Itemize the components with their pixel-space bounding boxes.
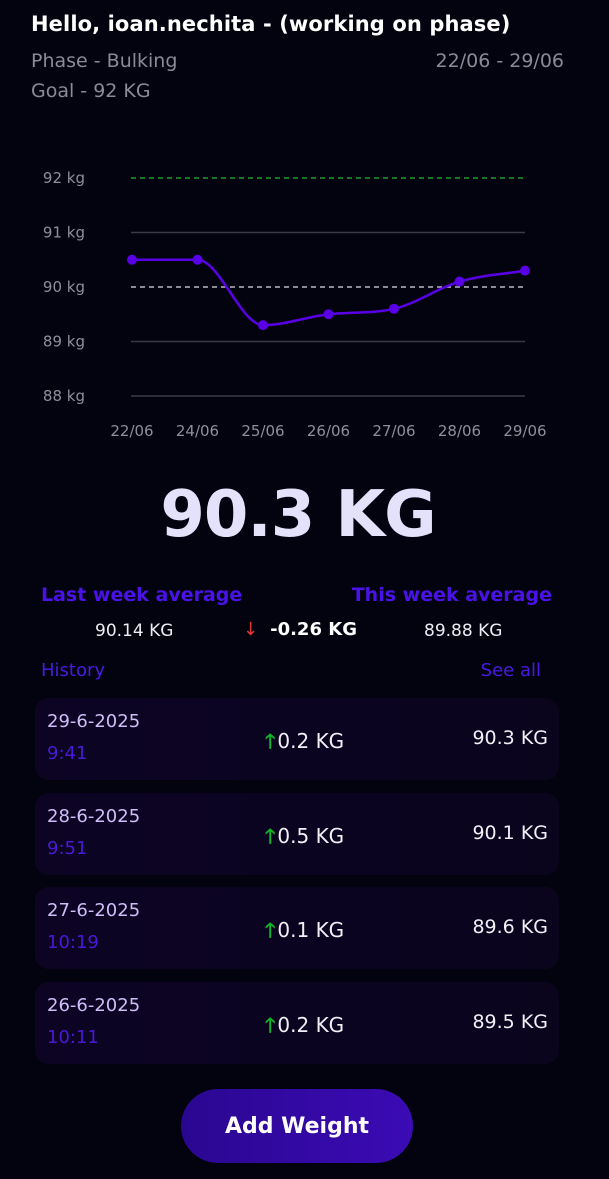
y-tick-label: 88 kg: [43, 387, 85, 405]
weight-chart: 92 kg 91 kg 90 kg 89 kg 88 kg 22/06 24/06 25/06…: [43, 169, 547, 440]
greeting: Hello, ioan.nechita - (working on phase): [31, 12, 511, 36]
data-point: [389, 303, 399, 314]
data-point: [192, 254, 203, 265]
entry-date: 28-6-2025: [47, 806, 141, 827]
entry-weight: 90.1 KG: [472, 822, 548, 844]
entry-change-value: 0.2 KG: [277, 729, 345, 753]
arrow-up-icon: 🡑: [265, 1013, 276, 1037]
arrow-down-icon: ↓: [243, 619, 259, 640]
this-week-average-value: 89.88 KG: [424, 621, 503, 641]
data-point: [520, 265, 530, 276]
add-weight-button[interactable]: Add Weight: [181, 1089, 413, 1163]
x-tick-label: 22/06: [110, 422, 153, 440]
y-tick-label: 92 kg: [43, 169, 85, 187]
entry-time: 10:11: [47, 1027, 99, 1048]
this-week-average-label: This week average: [351, 584, 552, 606]
arrow-up-icon: 🡑: [265, 824, 276, 848]
x-tick-label: 26/06: [307, 422, 350, 440]
average-difference-value: -0.26 KG: [270, 619, 357, 640]
data-point: [454, 276, 465, 287]
last-week-average-value: 90.14 KG: [95, 621, 174, 641]
entry-change-value: 0.2 KG: [277, 1013, 345, 1037]
entry-date: 27-6-2025: [47, 900, 141, 921]
y-tick-label: 90 kg: [43, 278, 85, 296]
data-point: [323, 309, 334, 320]
history-entry[interactable]: 28-6-2025 9:51 🡑 0.5 KG 90.1 KG: [35, 793, 559, 875]
entry-time: 9:41: [47, 743, 88, 764]
entry-change-value: 0.5 KG: [277, 824, 345, 848]
goal-label: Goal - 92 KG: [31, 80, 151, 102]
see-all-link[interactable]: See all: [480, 660, 541, 681]
current-weight: 90.3 KG: [160, 478, 436, 552]
entry-weight: 89.5 KG: [472, 1011, 548, 1033]
y-tick-label: 91 kg: [43, 224, 85, 242]
history-entry[interactable]: 29-6-2025 9:41 🡑 0.2 KG 90.3 KG: [35, 698, 559, 780]
arrow-up-icon: 🡑: [265, 918, 276, 942]
x-tick-label: 25/06: [241, 422, 284, 440]
arrow-up-icon: 🡑: [265, 729, 276, 753]
entry-date: 26-6-2025: [47, 995, 141, 1016]
last-week-average-label: Last week average: [41, 584, 243, 606]
data-point: [127, 254, 137, 265]
history-entry[interactable]: 27-6-2025 10:19 🡑 0.1 KG 89.6 KG: [35, 887, 559, 969]
date-range: 22/06 - 29/06: [435, 50, 564, 72]
entry-change-value: 0.1 KG: [277, 918, 345, 942]
y-tick-label: 89 kg: [43, 333, 85, 351]
x-tick-label: 29/06: [503, 422, 546, 440]
data-point: [258, 320, 268, 331]
x-tick-label: 27/06: [372, 422, 415, 440]
x-tick-label: 24/06: [176, 422, 219, 440]
entry-change: 🡑 0.1 KG: [265, 916, 344, 950]
history-entry[interactable]: 26-6-2025 10:11 🡑 0.2 KG 89.5 KG: [35, 982, 559, 1064]
entry-time: 10:19: [47, 932, 99, 953]
average-difference: ↓ -0.26 KG: [243, 619, 357, 640]
x-tick-label: 28/06: [438, 422, 481, 440]
entry-date: 29-6-2025: [47, 711, 141, 732]
entry-weight: 90.3 KG: [472, 727, 548, 749]
entry-change: 🡑 0.2 KG: [265, 1011, 344, 1045]
entry-change: 🡑 0.2 KG: [265, 727, 344, 761]
entry-weight: 89.6 KG: [472, 916, 548, 938]
history-title: History: [41, 660, 106, 681]
entry-time: 9:51: [47, 838, 88, 859]
phase-label: Phase - Bulking: [31, 50, 178, 72]
entry-change: 🡑 0.5 KG: [265, 822, 344, 856]
